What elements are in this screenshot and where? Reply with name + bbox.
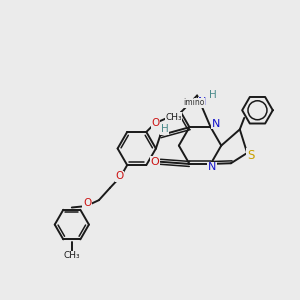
Text: H: H: [209, 90, 217, 100]
Text: imino: imino: [184, 98, 205, 107]
Text: O: O: [151, 157, 159, 167]
Text: CH₃: CH₃: [64, 251, 80, 260]
Text: N: N: [208, 163, 216, 172]
Text: O: O: [83, 198, 91, 208]
Text: S: S: [247, 149, 254, 162]
Text: CH₃: CH₃: [165, 113, 182, 122]
Text: O: O: [116, 171, 124, 181]
Text: H: H: [161, 124, 169, 134]
Text: N: N: [198, 97, 207, 107]
Text: N: N: [212, 119, 220, 129]
Text: O: O: [151, 118, 159, 128]
